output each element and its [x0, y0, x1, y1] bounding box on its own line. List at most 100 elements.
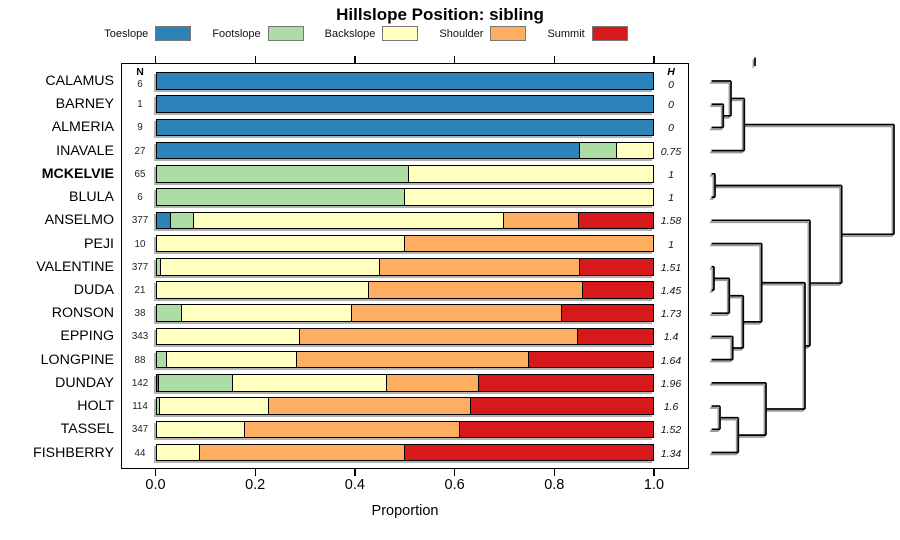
axis-tick	[354, 468, 356, 476]
row-label: RONSON	[51, 305, 114, 322]
axis-tick	[653, 468, 655, 476]
legend-item: Shoulder	[439, 26, 527, 41]
h-value: 1.51	[660, 261, 682, 274]
n-value: 6	[137, 79, 143, 90]
stacked-bar	[155, 141, 655, 160]
axis-tick	[354, 56, 356, 63]
n-value: 377	[131, 215, 149, 227]
bar-segment-footslope	[155, 165, 409, 183]
n-value: 347	[131, 424, 149, 436]
bar-segment-footslope	[155, 258, 161, 276]
bar-segment-backslope	[155, 443, 201, 462]
bar-segment-shoulder	[380, 258, 580, 276]
n-value: 44	[134, 447, 146, 459]
bar-segment-footslope	[171, 211, 194, 230]
legend-label: Shoulder	[439, 27, 484, 40]
stacked-bar	[155, 420, 655, 439]
n-value: 6	[137, 192, 143, 204]
bar-segment-footslope	[155, 188, 405, 206]
stacked-bar	[155, 72, 654, 90]
axis-tick-label: 0.6	[444, 477, 465, 493]
bar-segment-footslope	[580, 141, 618, 160]
h-value: 1	[668, 168, 674, 181]
axis-tick	[553, 56, 555, 63]
bar-segment-summit	[583, 281, 654, 299]
n-value: 1	[137, 99, 143, 111]
bar-segment-summit	[478, 374, 654, 392]
n-value: 88	[134, 354, 146, 366]
bar-segment-toeslope	[155, 141, 581, 160]
bar-segment-backslope	[155, 234, 405, 253]
legend-swatch	[382, 26, 419, 41]
axis-tick	[254, 56, 256, 63]
legend-label: Backslope	[324, 27, 376, 40]
stacked-bar	[155, 234, 654, 253]
bar-segment-footslope	[155, 304, 182, 322]
bar-segment-shoulder	[387, 374, 479, 392]
row-label: FISHBERRY	[33, 444, 114, 461]
row-label: DUNDAY	[55, 374, 114, 391]
bar-segment-toeslope	[155, 95, 654, 113]
axis-tick	[553, 468, 555, 476]
bar-segment-toeslope	[155, 374, 159, 392]
legend-item: Backslope	[325, 26, 419, 41]
h-value: 1.73	[660, 308, 682, 321]
n-value: 142	[131, 377, 149, 389]
h-value: 0	[668, 79, 674, 91]
bar-segment-shoulder	[245, 420, 460, 439]
legend-label: Summit	[547, 27, 585, 40]
axis-tick-label: 1.0	[643, 477, 665, 493]
axis-tick	[653, 56, 655, 63]
n-value: 38	[134, 308, 146, 320]
legend-swatch	[267, 26, 304, 41]
stacked-bar	[155, 327, 655, 346]
bar-segment-backslope	[617, 141, 654, 160]
axis-tick	[154, 56, 157, 63]
row-label: ALMERIA	[51, 119, 114, 136]
n-column-header: N	[136, 66, 144, 78]
row-label: VALENTINE	[36, 258, 114, 275]
h-value: 1.4	[663, 331, 679, 344]
bar-segment-shoulder	[200, 443, 405, 462]
row-label: TASSEL	[60, 421, 114, 438]
bar-segment-backslope	[181, 304, 353, 322]
legend-swatch	[155, 26, 192, 41]
h-value: 0	[668, 99, 674, 112]
bar-segment-backslope	[155, 281, 370, 299]
h-value: 1.34	[660, 447, 682, 460]
row-label: CALAMUS	[45, 73, 114, 89]
dendrogram-lines	[711, 57, 895, 454]
legend-label: Footslope	[212, 27, 261, 40]
row-label: PEJI	[84, 235, 114, 252]
bar-segment-shoulder	[504, 211, 580, 230]
axis-tick	[254, 468, 256, 476]
stacked-bar	[155, 188, 654, 206]
row-label: INAVALE	[56, 142, 114, 159]
n-value: 27	[134, 145, 146, 157]
h-column-header: H	[667, 66, 675, 78]
chart-title: Hillslope Position: sibling	[336, 5, 544, 24]
axis-tick	[454, 468, 456, 476]
axis-tick	[454, 56, 456, 63]
axis-tick-label: 0.8	[544, 477, 565, 493]
bar-segment-toeslope	[155, 211, 172, 230]
bar-segment-backslope	[166, 350, 298, 369]
bar-segment-footslope	[155, 350, 167, 369]
bar-segment-summit	[577, 327, 654, 346]
stacked-bar	[155, 165, 655, 183]
axis-tick-label: 0.4	[344, 477, 365, 493]
stacked-bar	[155, 374, 655, 392]
bar-segment-summit	[404, 443, 654, 462]
dendrogram-shadow	[709, 59, 894, 456]
row-label: BARNEY	[55, 96, 114, 113]
bar-segment-toeslope	[155, 118, 654, 137]
bar-segment-toeslope	[155, 72, 654, 90]
h-value: 1	[668, 238, 674, 251]
n-value: 343	[131, 331, 149, 343]
legend-item: Footslope	[212, 26, 304, 41]
h-value: 0.75	[660, 145, 682, 158]
bar-segment-shoulder	[297, 350, 530, 369]
x-axis-label: Proportion	[371, 503, 439, 519]
